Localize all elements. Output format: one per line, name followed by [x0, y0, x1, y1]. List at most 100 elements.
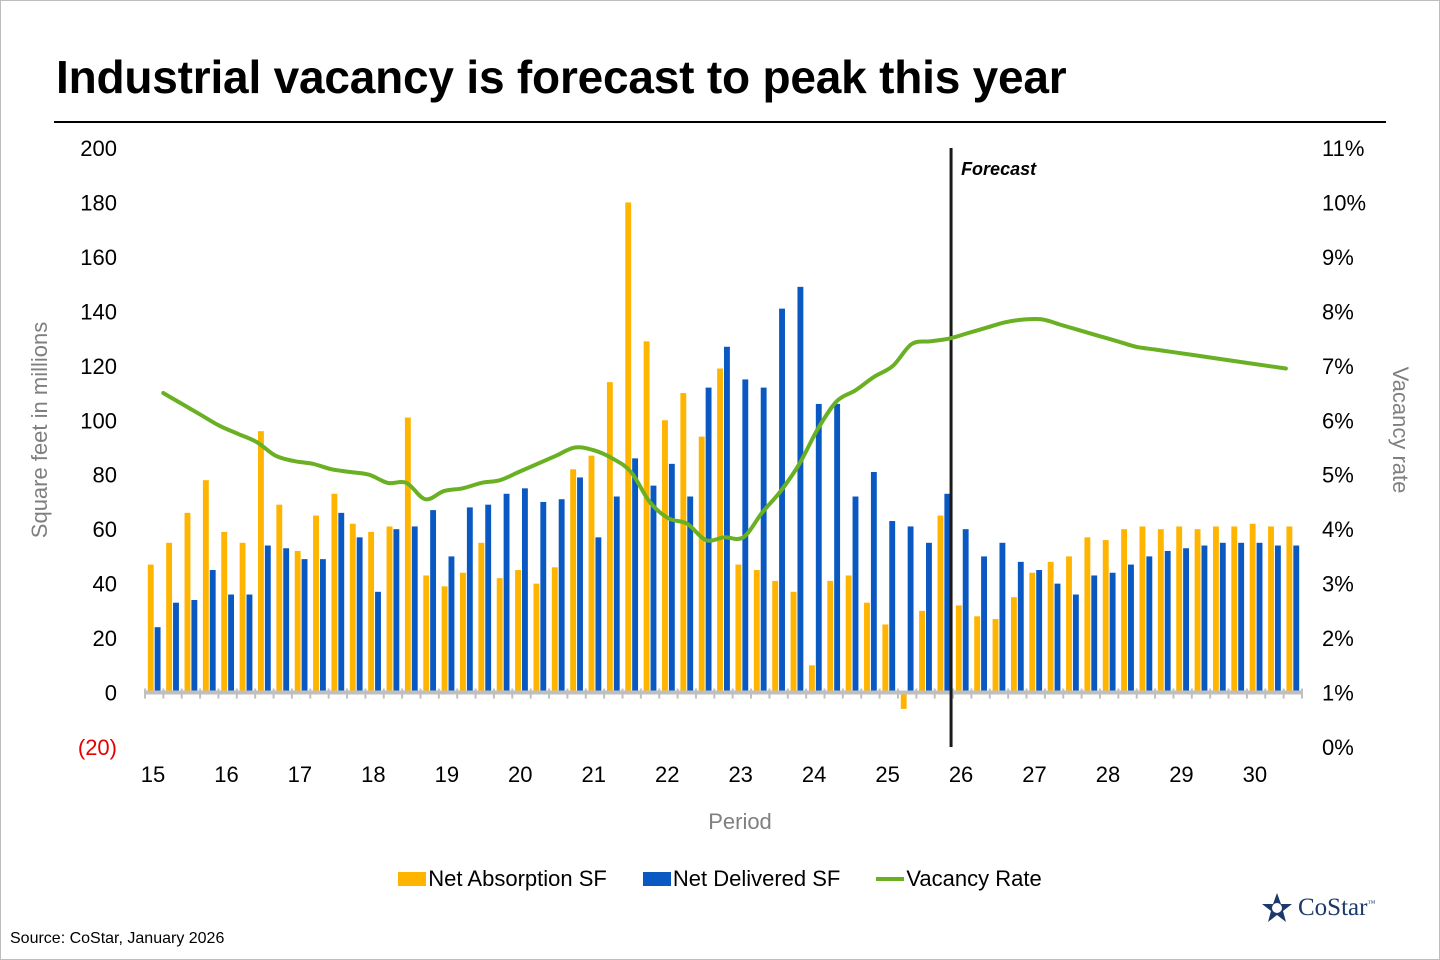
y-tick-label: 0	[105, 681, 117, 706]
absorption-bar	[625, 202, 632, 693]
forecast-marker: Forecast	[949, 148, 1037, 747]
delivered-bar	[503, 493, 510, 693]
delivered-bar	[889, 521, 896, 693]
delivered-bars	[154, 286, 1300, 693]
absorption-bar	[147, 564, 154, 693]
absorption-bar	[276, 504, 283, 693]
delivered-bar	[724, 346, 730, 693]
absorption-bar	[955, 605, 962, 693]
y2-tick-label: 11%	[1322, 136, 1364, 161]
absorption-bar	[735, 564, 742, 693]
absorption-bar	[974, 616, 981, 693]
x-axis-label: Period	[708, 809, 772, 834]
delivered-bar	[209, 570, 216, 693]
absorption-bar	[1286, 526, 1293, 693]
delivered-bar	[246, 594, 253, 693]
legend-label-delivered: Net Delivered SF	[672, 866, 841, 891]
delivered-bar	[668, 463, 675, 693]
x-tick-label: 17	[288, 762, 312, 787]
y-tick-label: 180	[80, 190, 117, 215]
delivered-bar	[962, 529, 969, 693]
delivered-bar	[521, 488, 528, 693]
absorption-bar	[496, 578, 503, 693]
delivered-bar	[760, 387, 767, 693]
delivered-bar	[926, 542, 932, 693]
delivered-bar	[1091, 575, 1098, 693]
absorption-bar	[919, 610, 926, 693]
costar-logo-text: CoStar™	[1298, 894, 1376, 921]
x-tick-label: 20	[508, 762, 532, 787]
absorption-bar	[166, 542, 173, 693]
absorption-bar	[1176, 526, 1183, 693]
absorption-bar	[239, 542, 246, 693]
absorption-bar	[460, 572, 466, 693]
legend: Net Absorption SF Net Delivered SF Vacan…	[0, 866, 1440, 892]
delivered-bar	[687, 496, 694, 693]
delivered-bar	[319, 559, 326, 693]
y2-tick-label: 1%	[1322, 681, 1354, 706]
delivered-bar	[558, 499, 565, 693]
y-tick-label: 140	[80, 299, 117, 324]
delivered-bar	[1017, 561, 1024, 693]
absorption-bar	[515, 570, 521, 693]
y2-tick-label: 0%	[1322, 735, 1354, 760]
absorption-bar	[1066, 556, 1072, 693]
delivered-bar	[1219, 542, 1226, 693]
delivered-bar	[1274, 545, 1281, 693]
absorption-bar	[992, 619, 999, 693]
absorption-bar	[643, 341, 650, 693]
x-tick-label: 27	[1022, 762, 1046, 787]
y-tick-label: 40	[93, 572, 117, 597]
forecast-label: Forecast	[961, 159, 1037, 179]
absorption-bar	[864, 602, 870, 693]
absorption-bar	[1102, 540, 1109, 693]
x-tick-label: 29	[1169, 762, 1193, 787]
x-tick-label: 21	[582, 762, 606, 787]
delivered-bar	[1072, 594, 1079, 693]
absorption-bar	[257, 431, 264, 693]
legend-item-vacancy: Vacancy Rate	[876, 866, 1042, 892]
y2-tick-label: 2%	[1322, 626, 1354, 651]
absorption-bar	[1212, 526, 1219, 693]
delivered-bar	[1201, 545, 1208, 693]
delivered-bar	[283, 548, 290, 693]
delivered-bar	[411, 526, 418, 693]
x-tick-label: 23	[728, 762, 752, 787]
title-divider	[54, 121, 1386, 123]
delivered-bar	[797, 286, 804, 693]
absorption-bar	[423, 575, 430, 693]
legend-label-absorption: Net Absorption SF	[428, 866, 607, 891]
y-axis-ticks: (20) 0 20 40 60 80 100 120 140 160 180 200	[78, 136, 117, 760]
absorption-bar	[827, 580, 834, 693]
y-tick-label: 100	[80, 408, 117, 433]
delivered-bar	[191, 599, 198, 693]
costar-logo: CoStar™	[1260, 890, 1380, 926]
delivered-bar	[228, 594, 235, 693]
y-tick-label: 120	[80, 354, 117, 379]
delivered-bar	[1183, 548, 1190, 693]
delivered-bar	[485, 504, 492, 693]
absorption-bar	[551, 567, 558, 693]
delivered-bar	[356, 537, 363, 693]
absorption-bar	[772, 580, 779, 693]
absorption-bar	[202, 480, 209, 693]
delivered-bar	[577, 477, 583, 693]
x-tick-label: 19	[435, 762, 459, 787]
delivered-bar	[1256, 542, 1263, 693]
absorption-bar	[221, 531, 228, 693]
x-tick-label: 28	[1096, 762, 1120, 787]
y2-axis-label: Vacancy rate	[1388, 367, 1413, 494]
vacancy-line	[161, 316, 1288, 543]
absorption-bar	[753, 570, 760, 693]
y2-tick-label: 5%	[1322, 463, 1354, 488]
y2-tick-label: 6%	[1322, 408, 1354, 433]
legend-swatch-absorption	[398, 872, 427, 886]
x-tick-label: 16	[214, 762, 238, 787]
absorption-bar	[1010, 597, 1017, 693]
y-tick-label: 80	[93, 463, 117, 488]
vacancy-rate-line	[161, 316, 1288, 543]
absorption-bar	[1084, 537, 1091, 693]
absorption-bar	[588, 455, 595, 693]
absorption-bar	[662, 420, 668, 693]
absorption-bar	[808, 665, 815, 693]
